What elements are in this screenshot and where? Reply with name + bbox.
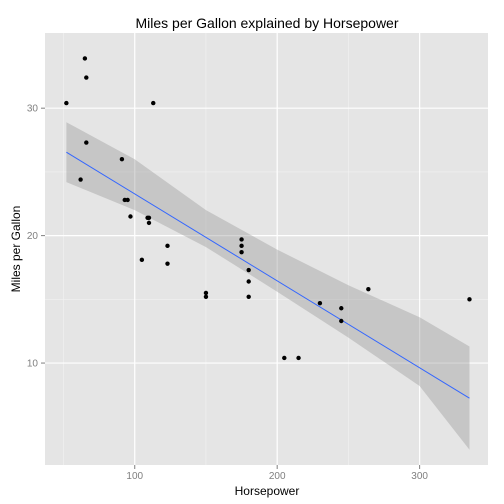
data-point [78, 177, 83, 182]
data-point [82, 56, 88, 61]
data-point [84, 75, 89, 80]
minor-gridlines [45, 33, 488, 465]
data-point [165, 261, 170, 266]
data-point [296, 355, 301, 361]
confidence-band [66, 122, 470, 450]
x-tick-label: 300 [411, 471, 428, 482]
data-point [128, 214, 133, 219]
data-point [246, 267, 251, 273]
data-point [203, 290, 209, 296]
data-point [151, 100, 156, 106]
x-tick-label: 100 [126, 471, 143, 482]
data-point [146, 220, 152, 226]
data-point [317, 300, 323, 306]
data-point [146, 215, 152, 220]
x-axis-title: Horsepower [235, 484, 300, 498]
data-point [239, 237, 244, 242]
data-point [339, 318, 344, 324]
data-point [239, 243, 244, 249]
data-point [84, 140, 89, 145]
data-point [139, 257, 145, 263]
data-point [239, 249, 244, 255]
data-point [119, 156, 125, 162]
x-axis-ticks: 100 200 300 [126, 465, 428, 482]
x-tick-label: 200 [269, 471, 286, 482]
chart-title: Miles per Gallon explained by Horsepower [135, 15, 398, 31]
data-point [246, 279, 251, 284]
data-point [246, 294, 251, 299]
data-point [467, 297, 472, 302]
y-tick-label: 20 [27, 231, 39, 242]
data-point [165, 243, 170, 249]
y-tick-label: 30 [27, 104, 39, 115]
trend-line [66, 151, 470, 399]
data-point [366, 286, 371, 292]
data-point [282, 355, 287, 361]
y-tick-label: 10 [27, 359, 39, 370]
y-axis-title: Miles per Gallon [9, 206, 23, 293]
data-point [203, 294, 209, 299]
data-points [64, 56, 472, 361]
data-point [339, 306, 344, 311]
data-point [125, 197, 130, 203]
plot-panel [45, 33, 488, 465]
major-gridlines [45, 33, 488, 465]
data-point [64, 100, 69, 106]
y-axis-ticks: 10 20 30 [27, 104, 45, 370]
